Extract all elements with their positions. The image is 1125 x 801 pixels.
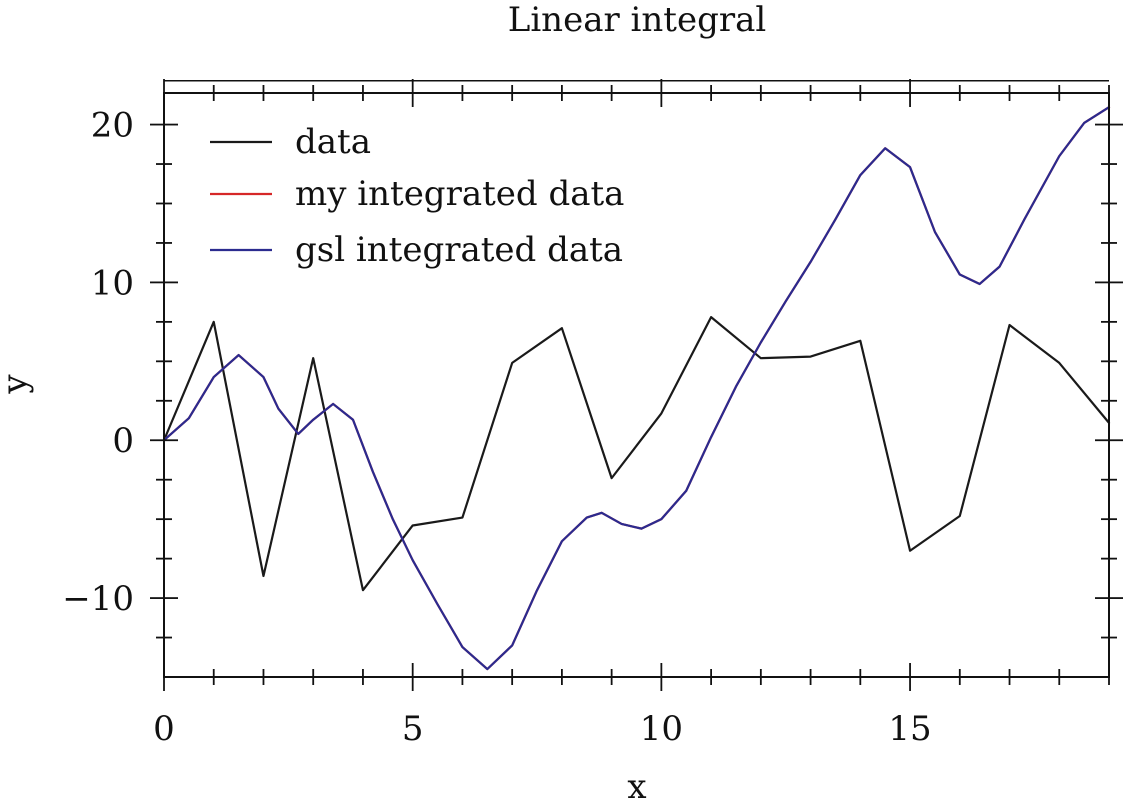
series-line-3 — [162, 106, 1111, 671]
legend: data my integrated data gsl integrated dat… — [210, 122, 624, 270]
legend-label: gsl integrated data — [295, 230, 623, 270]
x-axis-label: x — [627, 767, 646, 801]
y-tick-label: 10 — [91, 263, 134, 303]
legend-label: my integrated data — [295, 174, 624, 214]
x-tick-label: 0 — [153, 709, 175, 749]
x-tick-label: 5 — [402, 709, 424, 749]
series-line-1 — [162, 316, 1111, 592]
y-tick-label: 0 — [112, 421, 134, 461]
x-tick-label: 10 — [640, 709, 683, 749]
plot-frame — [163, 92, 1110, 678]
x-tick-label: 15 — [888, 709, 931, 749]
legend-label: data — [295, 122, 371, 162]
chart-title: Linear integral — [508, 0, 767, 40]
series-layer — [162, 106, 1111, 671]
y-tick-label: 20 — [91, 106, 134, 146]
y-axis-label: y — [0, 374, 35, 395]
y-tick-label: −10 — [62, 579, 134, 619]
top-outer-rule — [164, 80, 1109, 82]
ticks-layer: 0 5 10 15 −10 0 10 20 — [62, 79, 1123, 749]
